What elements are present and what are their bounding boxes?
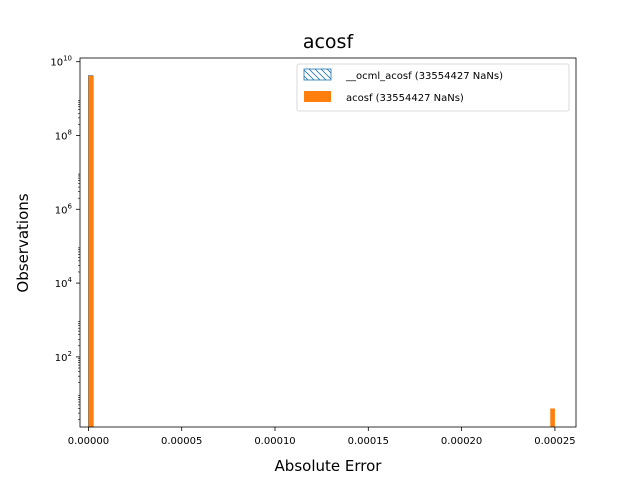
- x-tick-label: 0.00015: [348, 436, 389, 447]
- x-axis-ticks: 0.00000 0.00005 0.00010 0.00015 0.00020 0.000…: [68, 427, 576, 447]
- x-axis-label: Absolute Error: [275, 457, 383, 475]
- y-tick-label: 108: [55, 128, 72, 142]
- x-tick-label: 0.00010: [254, 436, 295, 447]
- chart-title: acosf: [303, 31, 355, 53]
- bar-acosf-1: [550, 408, 555, 427]
- legend: __ocml_acosf (33554427 NaNs) acosf (3355…: [296, 63, 570, 112]
- legend-label-acosf: acosf (33554427 NaNs): [346, 93, 464, 104]
- y-axis-ticks: 102 104 106 108 1010: [50, 55, 80, 420]
- x-tick-label: 0.00020: [441, 436, 482, 447]
- legend-swatch-acosf: [304, 91, 331, 102]
- legend-box: [296, 63, 570, 112]
- bars-layer: [87, 75, 555, 428]
- legend-swatch-ocml: [303, 68, 332, 81]
- y-axis-label: Observations: [14, 193, 32, 292]
- y-tick-label: 1010: [50, 55, 72, 69]
- x-tick-label: 0.00000: [68, 436, 109, 447]
- x-tick-label: 0.00025: [534, 436, 575, 447]
- y-tick-label: 102: [55, 350, 72, 364]
- legend-label-ocml: __ocml_acosf (33554427 NaNs): [345, 71, 503, 82]
- y-tick-label: 104: [55, 276, 73, 290]
- x-tick-label: 0.00005: [161, 436, 202, 447]
- bar-acosf-0: [88, 75, 94, 427]
- y-tick-label: 106: [55, 202, 73, 216]
- plot-frame: [79, 57, 577, 428]
